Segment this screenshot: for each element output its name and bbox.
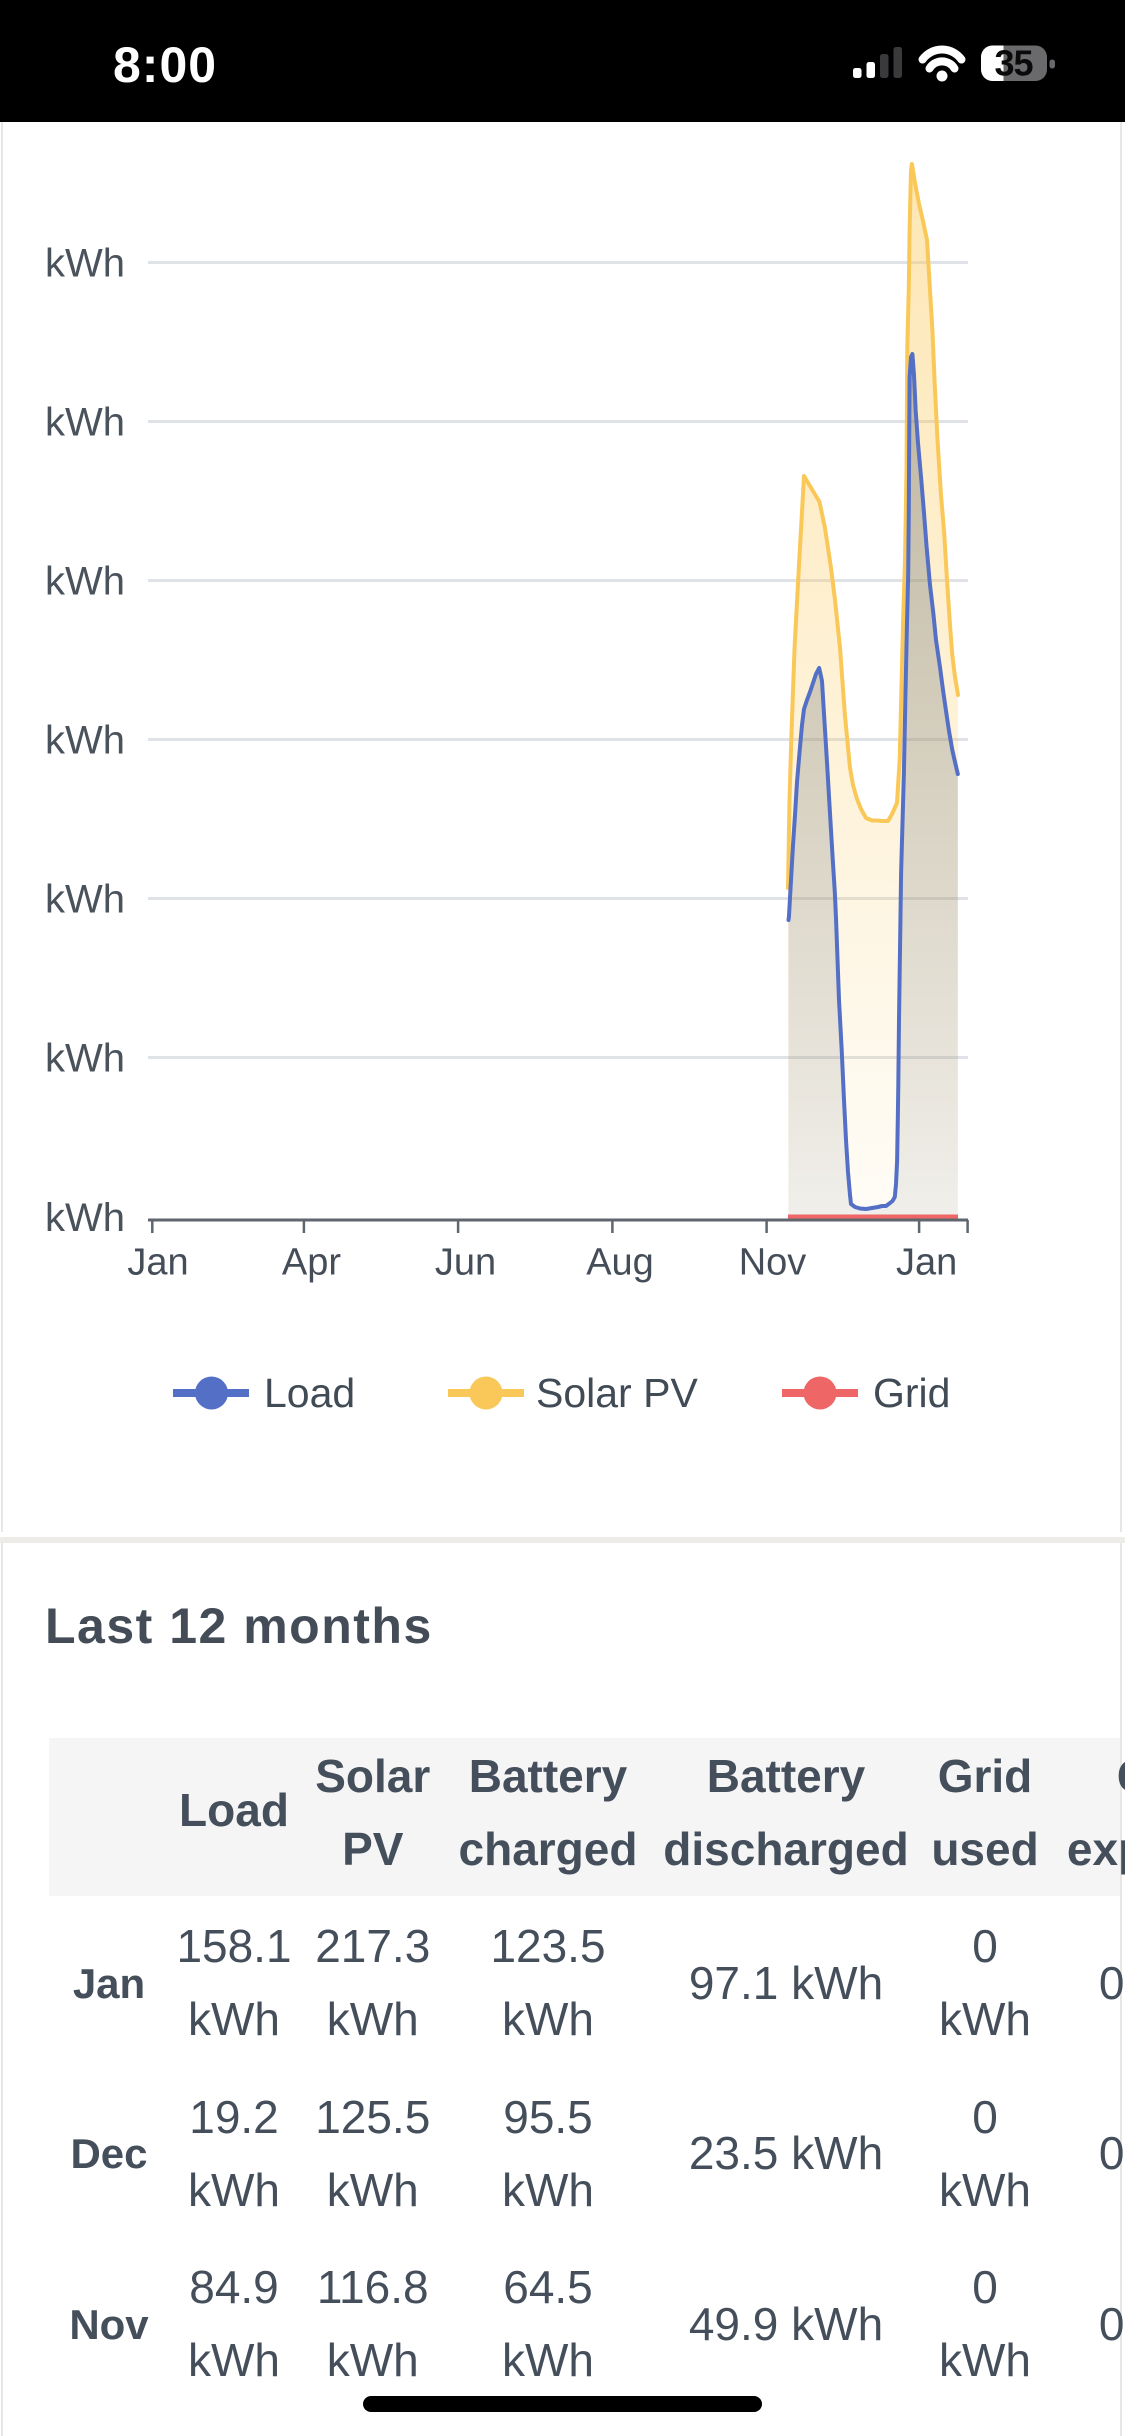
svg-text:Jun: Jun (435, 1242, 496, 1284)
svg-text:Aug: Aug (586, 1242, 654, 1284)
svg-text:Solar PV: Solar PV (536, 1370, 698, 1416)
svg-text:Grid: Grid (873, 1370, 950, 1416)
svg-text:kWh: kWh (45, 878, 125, 922)
svg-text:Load: Load (264, 1370, 355, 1416)
svg-text:Apr: Apr (282, 1242, 341, 1284)
svg-text:kWh: kWh (45, 242, 125, 286)
svg-text:kWh: kWh (45, 1196, 125, 1240)
svg-text:kWh: kWh (45, 401, 125, 445)
svg-text:Nov: Nov (739, 1242, 807, 1284)
svg-text:Jan: Jan (127, 1242, 188, 1284)
svg-text:kWh: kWh (45, 1037, 125, 1081)
svg-text:kWh: kWh (45, 719, 125, 763)
svg-text:35: 35 (994, 43, 1033, 84)
svg-text:Jan: Jan (896, 1242, 957, 1284)
svg-text:kWh: kWh (45, 560, 125, 604)
